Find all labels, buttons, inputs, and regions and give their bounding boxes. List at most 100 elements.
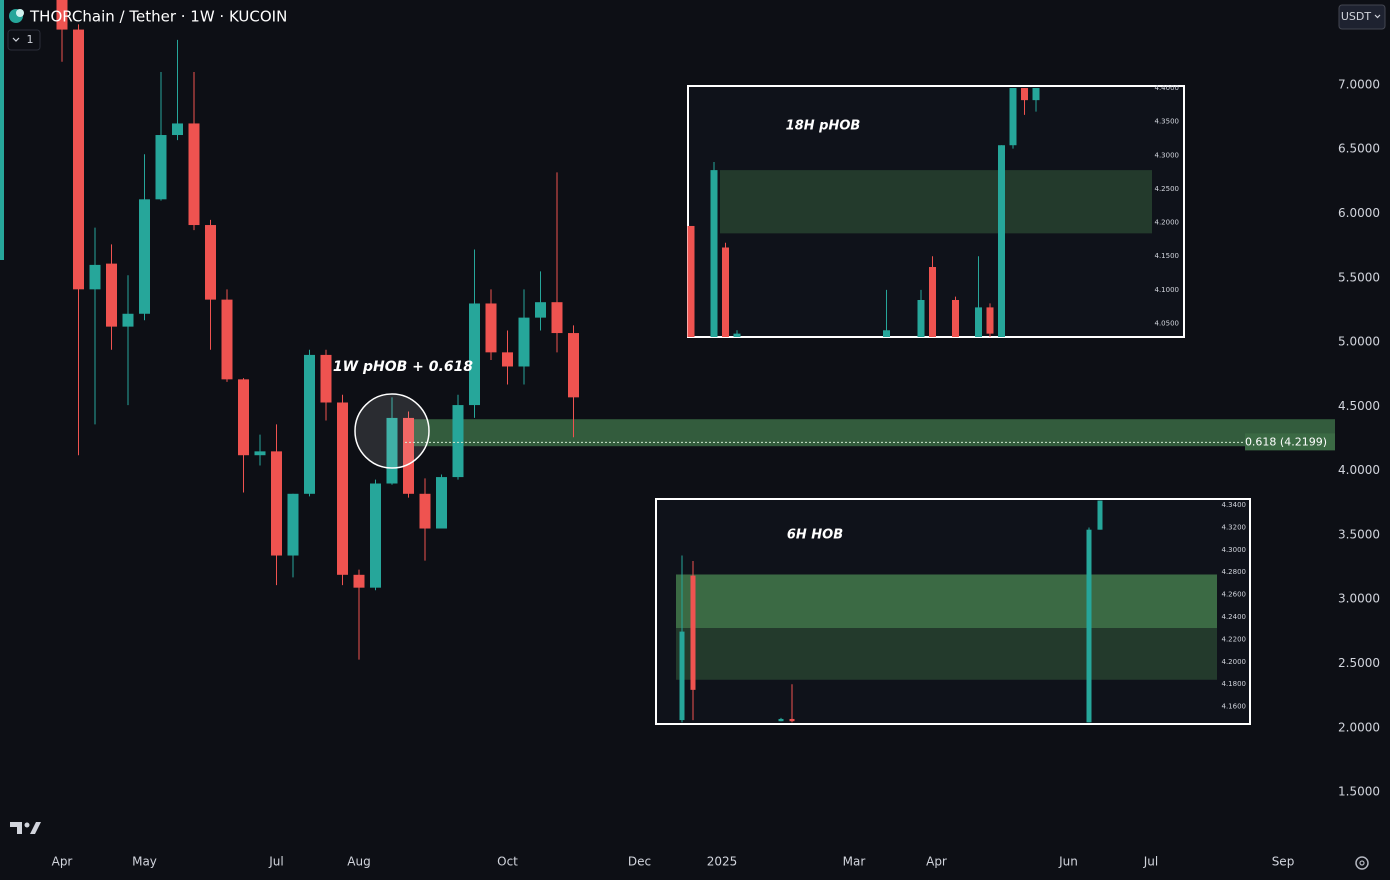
candle-body bbox=[722, 247, 729, 337]
interval-label[interactable]: 1 bbox=[27, 33, 34, 46]
highlight-circle bbox=[354, 393, 430, 469]
candle-body bbox=[172, 123, 183, 136]
candle-body bbox=[254, 451, 266, 456]
candle-body bbox=[271, 451, 282, 556]
candle-body bbox=[502, 352, 513, 367]
x-tick-label: Aug bbox=[347, 855, 370, 869]
y-tick-label: 4.4000 bbox=[1155, 84, 1180, 92]
candle-body bbox=[789, 718, 795, 722]
candle-body bbox=[419, 493, 431, 529]
candle-body bbox=[883, 330, 890, 337]
zone bbox=[676, 574, 1217, 629]
zone bbox=[405, 419, 1335, 447]
candle-body bbox=[155, 135, 167, 200]
y-tick-label: 1.5000 bbox=[1338, 785, 1380, 799]
interval-button-box[interactable] bbox=[7, 29, 41, 51]
candle-body bbox=[320, 354, 332, 403]
x-tick-label: Apr bbox=[52, 855, 73, 869]
x-tick-label: Apr bbox=[926, 855, 947, 869]
candle-body bbox=[917, 299, 925, 337]
inset-title: 18H pHOB bbox=[786, 119, 861, 134]
y-tick-label: 4.3500 bbox=[1155, 118, 1180, 126]
candle-body bbox=[1009, 88, 1017, 146]
candle-body bbox=[1097, 500, 1103, 530]
y-tick-label: 4.2200 bbox=[1222, 635, 1247, 643]
candle-body bbox=[106, 263, 117, 327]
settings-button[interactable] bbox=[1355, 856, 1369, 870]
candle-body bbox=[998, 145, 1005, 337]
candle-body bbox=[929, 267, 936, 337]
candle-body bbox=[485, 303, 497, 353]
x-tick-label: Oct bbox=[497, 855, 518, 869]
candle-body bbox=[778, 718, 784, 722]
y-tick-label: 6.0000 bbox=[1338, 206, 1380, 220]
y-tick-label: 4.2000 bbox=[1155, 219, 1180, 227]
tv-logo bbox=[10, 822, 41, 834]
logo-part bbox=[30, 822, 41, 834]
y-tick-label: 3.0000 bbox=[1338, 592, 1380, 606]
candle-body bbox=[139, 199, 150, 314]
gear-center bbox=[1359, 860, 1365, 866]
y-tick-label: 7.0000 bbox=[1338, 77, 1380, 91]
y-tick-label: 4.1000 bbox=[1155, 286, 1180, 294]
candle-body bbox=[337, 402, 348, 575]
candle-body bbox=[122, 313, 134, 327]
candle-body bbox=[353, 574, 365, 588]
y-tick-label: 4.1500 bbox=[1155, 252, 1180, 260]
chevron bbox=[1374, 14, 1381, 19]
y-tick-label: 4.2600 bbox=[1222, 591, 1247, 599]
y-tick-label: 6.5000 bbox=[1338, 142, 1380, 156]
candle-body bbox=[986, 307, 994, 334]
x-tick-label: Jul bbox=[1143, 855, 1158, 869]
y-tick-label: 4.0000 bbox=[1338, 463, 1380, 477]
x-tick-label: 2025 bbox=[707, 855, 738, 869]
logo-part bbox=[10, 822, 22, 834]
candle-body bbox=[1032, 88, 1040, 101]
y-tick-label: 4.3200 bbox=[1222, 523, 1247, 531]
candle-body bbox=[975, 307, 982, 337]
candle-body bbox=[518, 317, 530, 367]
candle-body bbox=[952, 299, 959, 337]
gear[interactable] bbox=[1355, 856, 1369, 870]
candle-body bbox=[386, 417, 398, 484]
inset-title: 6H HOB bbox=[787, 528, 843, 543]
plot: 7.0000 6.5000 6.0000 5.5000 5.0000 4.5000 4.00… bbox=[52, 0, 1380, 869]
candle-body bbox=[89, 264, 101, 290]
y-tick-label: 4.1800 bbox=[1222, 680, 1247, 688]
y-tick-label: 5.0000 bbox=[1338, 335, 1380, 349]
candle-body bbox=[188, 123, 200, 226]
candle-body bbox=[687, 225, 695, 337]
candle-body bbox=[436, 477, 447, 529]
x-tick-label: Jul bbox=[268, 855, 283, 869]
candle-body bbox=[469, 303, 480, 406]
candle-body bbox=[551, 302, 563, 334]
candle-body bbox=[370, 483, 381, 588]
y-tick-label: 4.2500 bbox=[1155, 185, 1180, 193]
y-tick-label: 2.0000 bbox=[1338, 720, 1380, 734]
symbol-icon-dot bbox=[16, 9, 24, 17]
x-tick-label: May bbox=[132, 855, 157, 869]
y-tick-label: 2.5000 bbox=[1338, 656, 1380, 670]
y-tick-label: 4.3000 bbox=[1155, 151, 1180, 159]
candle-body bbox=[733, 333, 741, 337]
candle-body bbox=[403, 417, 414, 494]
y-tick-label: 4.1600 bbox=[1222, 703, 1247, 711]
currency-label[interactable]: USDT bbox=[1341, 10, 1372, 23]
candle-body bbox=[238, 379, 249, 456]
candle-body bbox=[568, 333, 579, 398]
candle-body bbox=[452, 405, 464, 478]
interval-button[interactable]: 1 bbox=[7, 29, 41, 51]
y-tick-label: 4.3400 bbox=[1222, 501, 1247, 509]
currency-button[interactable]: USDT bbox=[1338, 4, 1386, 30]
zone bbox=[720, 170, 1152, 234]
currency-button-box[interactable] bbox=[1338, 4, 1386, 30]
candle-body bbox=[304, 354, 315, 494]
candle-body bbox=[710, 170, 718, 337]
chart-title: THORChain / Tether · 1W · KUCOIN bbox=[29, 8, 287, 26]
candle-body bbox=[1086, 529, 1092, 723]
zone bbox=[676, 628, 1217, 680]
y-tick-label: 4.0500 bbox=[1155, 320, 1180, 328]
y-tick-label: 4.2400 bbox=[1222, 613, 1247, 621]
